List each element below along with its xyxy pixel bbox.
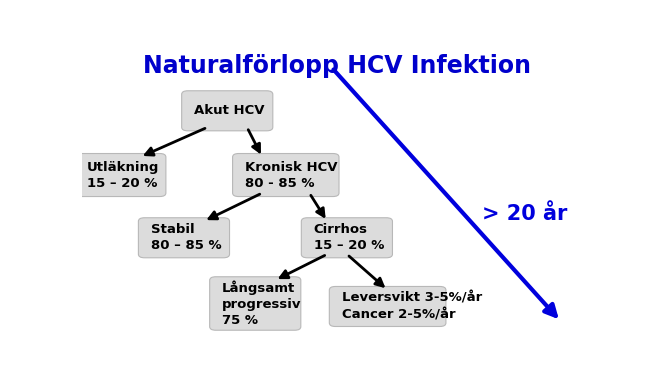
FancyBboxPatch shape (302, 218, 392, 258)
FancyBboxPatch shape (75, 154, 166, 197)
Text: Naturalförlopp HCV Infektion: Naturalförlopp HCV Infektion (143, 54, 531, 78)
Text: Långsamt
progressiv
75 %: Långsamt progressiv 75 % (222, 280, 302, 327)
Text: Stabil
80 – 85 %: Stabil 80 – 85 % (150, 223, 221, 252)
FancyBboxPatch shape (210, 277, 301, 330)
FancyBboxPatch shape (182, 91, 273, 131)
FancyBboxPatch shape (329, 286, 446, 326)
FancyBboxPatch shape (233, 154, 339, 197)
Text: Cirrhos
15 – 20 %: Cirrhos 15 – 20 % (313, 223, 384, 252)
Text: Utläkning
15 – 20 %: Utläkning 15 – 20 % (87, 161, 160, 189)
Text: Akut HCV: Akut HCV (194, 104, 264, 117)
Text: > 20 år: > 20 år (482, 204, 568, 224)
FancyBboxPatch shape (139, 218, 229, 258)
Text: Kronisk HCV
80 - 85 %: Kronisk HCV 80 - 85 % (245, 161, 337, 189)
Text: Leversvikt 3-5%/år
Cancer 2-5%/år: Leversvikt 3-5%/år Cancer 2-5%/år (342, 292, 482, 321)
